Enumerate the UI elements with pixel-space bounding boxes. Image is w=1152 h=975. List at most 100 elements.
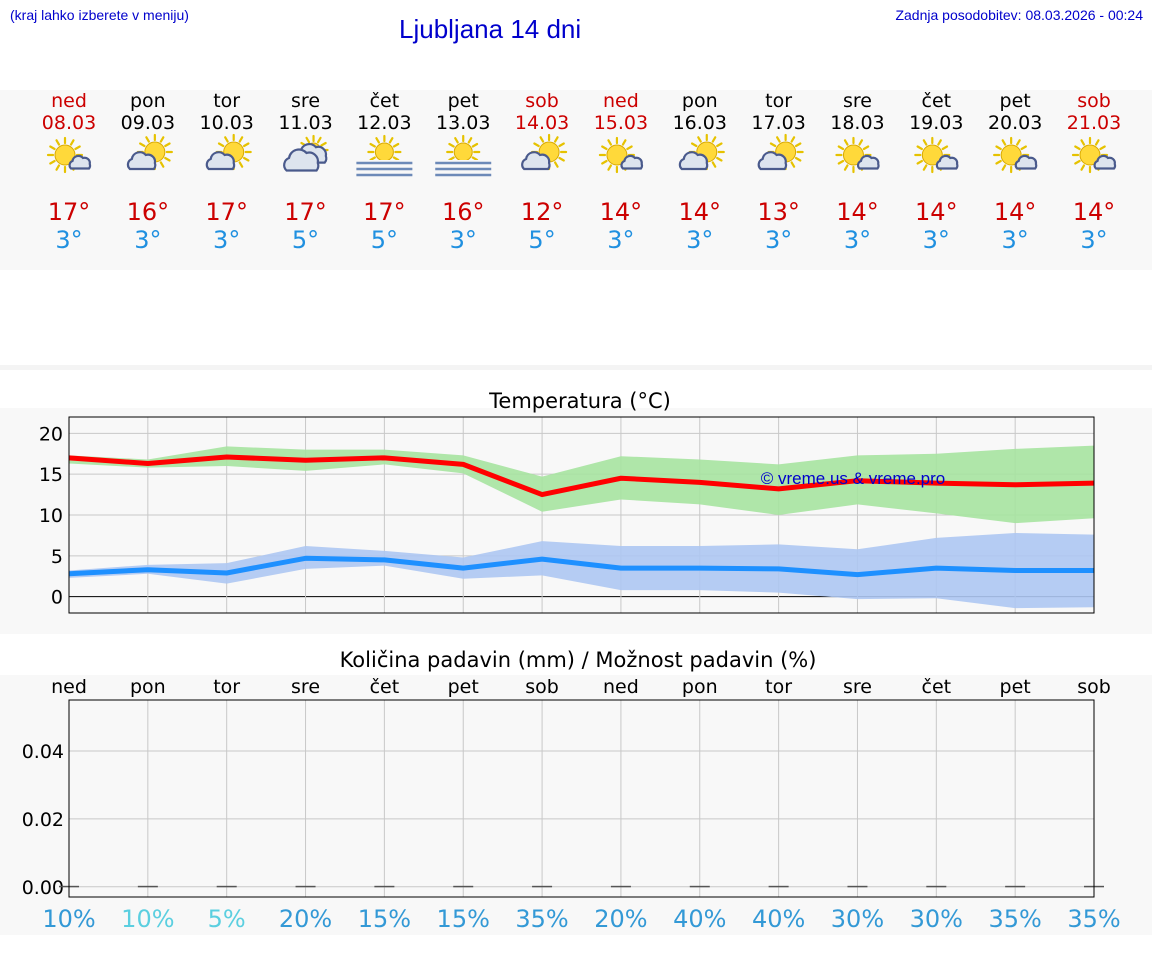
forecast-min-temp: 3° <box>450 226 477 254</box>
cloud-outline <box>757 151 788 171</box>
sun-ray <box>716 156 723 162</box>
forecast-day-label: pon <box>682 90 718 112</box>
sun-cloud-icon <box>914 136 959 174</box>
max-temperature-line <box>68 454 1095 498</box>
sun-ray <box>995 145 1002 151</box>
sun-ray <box>316 136 322 144</box>
forecast-max-temp: 17° <box>205 198 248 226</box>
sun-ray <box>448 156 455 162</box>
sun-disc <box>54 144 76 166</box>
forecast-strip: ned08.0317°3°pon09.0316°3°tor10.0317°3°s… <box>42 90 1121 254</box>
precip-probability: 20% <box>279 905 332 933</box>
forecast-min-temp: 5° <box>528 226 555 254</box>
forecast-day-label: tor <box>213 90 240 112</box>
sun-ray <box>238 136 244 143</box>
precip-bar <box>374 885 395 888</box>
sun-ray <box>790 136 796 143</box>
cloud-outline <box>856 154 880 170</box>
forecast-max-temp: 14° <box>915 198 958 226</box>
sun-ray <box>711 161 717 168</box>
forecast-date: 16.03 <box>673 112 727 134</box>
precip-day-label: ned <box>51 676 87 698</box>
precipitation-chart-title: Količina padavin (mm) / Možnost padavin … <box>340 648 817 672</box>
precip-probability: 30% <box>910 905 963 933</box>
cloud-shape <box>1014 154 1038 170</box>
sun-ray <box>242 142 250 148</box>
sun-ray <box>607 164 613 171</box>
sun-ray <box>558 156 565 162</box>
sun-ray <box>1016 139 1021 146</box>
sun-ray <box>539 136 545 143</box>
precip-bar <box>1005 885 1026 888</box>
sun-ray <box>601 159 608 165</box>
sun-ray <box>159 161 165 168</box>
y-tick-label: 15 <box>39 464 63 486</box>
precip-probability: 35% <box>988 905 1041 933</box>
forecast-day-label: tor <box>765 90 792 112</box>
sun-ray <box>145 136 150 143</box>
sun-ray <box>159 136 165 143</box>
forecast-min-temp: 3° <box>844 226 871 254</box>
sun-ray <box>916 159 924 165</box>
forecast-day-label: sre <box>843 90 872 112</box>
sun-cloud-icon <box>835 136 880 174</box>
precip-bar <box>768 885 789 888</box>
cloud-outline <box>1014 154 1038 170</box>
cloud-outline <box>678 151 709 171</box>
forecast-max-temp: 17° <box>363 198 406 226</box>
precip-probability: 10% <box>42 905 95 933</box>
precip-day-label: čet <box>370 676 400 698</box>
cloudy-sun-icon <box>283 134 329 172</box>
sun-behind-cloud-icon <box>205 133 252 171</box>
cloud-shape <box>68 154 92 170</box>
sun-ray <box>1001 139 1007 146</box>
forecast-max-temp: 14° <box>994 198 1037 226</box>
sun-ray <box>607 139 613 146</box>
sun-ray <box>837 145 845 151</box>
cloud-shape <box>521 151 551 171</box>
forecast-day-label: čet <box>370 90 400 112</box>
cloud-shape <box>205 151 236 171</box>
sun-ray <box>843 139 849 146</box>
forecast-min-temp: 3° <box>607 226 634 254</box>
sun-ray <box>711 136 717 143</box>
precip-probability: 10% <box>121 905 174 933</box>
sun-ray <box>369 142 376 148</box>
forecast-date: 08.03 <box>42 112 96 134</box>
sun-ray <box>164 156 171 162</box>
sun-ray <box>305 136 311 144</box>
precip-bar <box>610 885 631 888</box>
sun-behind-cloud-icon <box>757 133 804 171</box>
sun-ray <box>224 136 229 143</box>
last-update: Zadnja posodobitev: 08.03.2026 - 00:24 <box>895 7 1143 23</box>
sun-ray <box>1080 139 1086 146</box>
forecast-max-temp: 17° <box>284 198 327 226</box>
sun-ray <box>697 136 702 143</box>
forecast-day-label: sob <box>525 90 559 112</box>
forecast-max-temp: 12° <box>521 198 564 226</box>
forecast-date: 21.03 <box>1067 112 1121 134</box>
forecast-day-label: čet <box>922 90 952 112</box>
forecast-max-temp: 17° <box>48 198 91 226</box>
sun-ray <box>794 142 802 148</box>
sun-ray <box>320 141 327 147</box>
temperature-chart-title: Temperatura (°C) <box>488 389 671 413</box>
sun-cloud-icon <box>598 136 644 174</box>
min-temperature-line <box>68 555 1094 578</box>
sun-ray <box>922 139 928 146</box>
sun-cloud-icon <box>46 136 92 174</box>
sun-fog-icon <box>354 134 415 180</box>
sun-ray <box>1074 159 1081 165</box>
precip-day-label: pon <box>130 676 166 698</box>
sun-ray <box>922 164 928 171</box>
sun-ray <box>392 142 400 148</box>
precip-day-label: sob <box>525 676 559 698</box>
forecast-date: 13.03 <box>436 112 490 134</box>
plot-frame <box>68 699 1095 898</box>
forecast-min-temp: 3° <box>765 226 792 254</box>
forecast-min-temp: 5° <box>371 226 398 254</box>
sun-ray <box>1080 164 1086 171</box>
precip-day-label: pon <box>682 676 718 698</box>
y-tick-label: 0.04 <box>22 741 64 763</box>
precip-bar <box>137 885 158 888</box>
